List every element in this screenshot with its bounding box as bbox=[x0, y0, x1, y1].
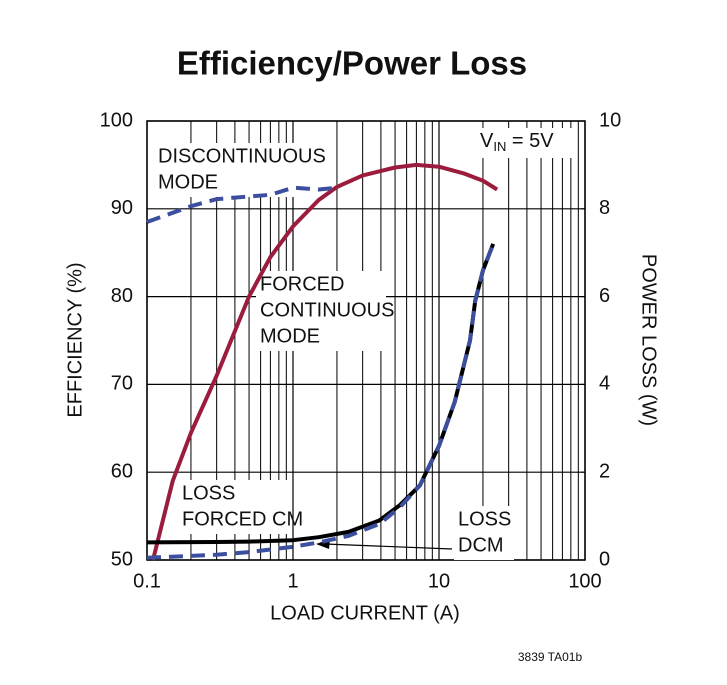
y-axis-label: EFFICIENCY (%) bbox=[64, 262, 86, 417]
y-tick-label: 60 bbox=[111, 460, 133, 482]
annotation-background bbox=[454, 506, 514, 560]
series-line bbox=[151, 162, 499, 561]
plot-area: 0.1 1 10 10050607080901000246810DISCONTINUO… bbox=[100, 109, 622, 592]
annotation: DCM bbox=[458, 534, 504, 556]
x-tick-label: 1 bbox=[287, 570, 298, 592]
y-tick-label: 50 bbox=[111, 548, 133, 570]
y2-axis-label: POWER LOSS (W) bbox=[638, 254, 660, 426]
annotation: LOSS bbox=[458, 508, 511, 530]
annotation: CONTINUOUS bbox=[260, 299, 394, 321]
annotation-background bbox=[256, 271, 386, 351]
x-tick-label: 10 bbox=[428, 570, 450, 592]
x-axis-label: LOAD CURRENT (A) bbox=[270, 602, 460, 624]
plot-border bbox=[146, 120, 586, 561]
chart-title: Efficiency/Power Loss bbox=[177, 45, 527, 82]
y2-tick-label: 4 bbox=[599, 373, 610, 395]
vin-part: IN bbox=[493, 139, 506, 154]
y2-tick-label: 2 bbox=[599, 460, 610, 482]
annotation-background bbox=[154, 143, 324, 197]
y2-tick-label: 0 bbox=[599, 548, 610, 570]
series-line bbox=[146, 243, 496, 560]
annotation: FORCED bbox=[260, 273, 344, 295]
y2-tick-label: 8 bbox=[599, 197, 610, 219]
vin-label: VIN = 5V bbox=[480, 130, 554, 154]
footnote: 3839 TA01b bbox=[518, 650, 583, 664]
vin-background bbox=[474, 128, 574, 158]
annotation: MODE bbox=[260, 325, 320, 347]
annotation: LOSS bbox=[182, 482, 235, 504]
vin-part: = 5V bbox=[506, 130, 554, 152]
annotation: FORCED CM bbox=[182, 508, 303, 530]
x-tick-label: 0.1 bbox=[133, 570, 161, 592]
annotation: MODE bbox=[158, 171, 218, 193]
y-tick-label: 90 bbox=[111, 197, 133, 219]
y2-tick-label: 10 bbox=[599, 109, 621, 131]
annotation-background bbox=[178, 480, 288, 534]
y-tick-label: 80 bbox=[111, 285, 133, 307]
y-tick-label: 100 bbox=[100, 109, 133, 131]
x-tick-label: 100 bbox=[568, 570, 601, 592]
arrow-line bbox=[324, 543, 453, 550]
y-tick-label: 70 bbox=[111, 373, 133, 395]
series-line bbox=[146, 185, 338, 224]
annotation: DISCONTINUOUS bbox=[158, 145, 326, 167]
y2-tick-label: 6 bbox=[599, 285, 610, 307]
vin-part: V bbox=[480, 130, 494, 152]
